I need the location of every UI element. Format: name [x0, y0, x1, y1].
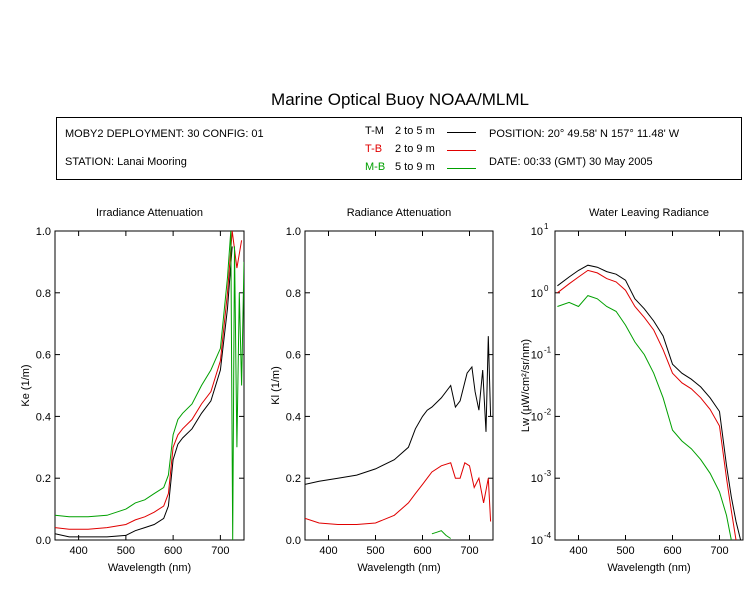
- y-tick-label: 0.6: [286, 350, 301, 362]
- chart-title: Irradiance Attenuation: [96, 207, 203, 219]
- y-axis-label: Ke (1/m): [20, 364, 32, 406]
- y-tick-label: 0.4: [286, 411, 301, 423]
- y-tick-label: 10: [531, 535, 543, 547]
- legend-range: 5 to 9 m: [395, 161, 435, 173]
- x-axis-label: Wavelength (nm): [607, 562, 690, 574]
- x-tick-label: 400: [569, 545, 587, 557]
- chart-panel: Radiance Attenuation 400 500 600 700 0.0 0.2 0.…: [270, 207, 494, 574]
- station-text: STATION: Lanai Mooring: [65, 156, 187, 168]
- series-line-t-b: [55, 231, 243, 530]
- legend-item-tm: T-M 2 to 5 m: [365, 125, 476, 137]
- chart-title: Water Leaving Radiance: [589, 207, 709, 219]
- legend-label: M-B: [365, 161, 386, 173]
- legend-swatch: [447, 150, 476, 151]
- series-line-t-b: [305, 462, 492, 525]
- legend-swatch: [447, 132, 476, 133]
- series-line-m-b: [431, 530, 451, 539]
- legend-item-mb: M-B 5 to 9 m: [365, 161, 476, 173]
- y-tick-exponent: 0: [544, 284, 549, 293]
- x-tick-label: 700: [460, 545, 478, 557]
- y-tick-label: 10: [531, 226, 543, 238]
- y-axis-label: Lw (µW/cm²/sr/nm): [520, 339, 532, 432]
- x-axis-label: Wavelength (nm): [108, 562, 191, 574]
- y-tick-exponent: -3: [544, 469, 552, 478]
- chart-title: Radiance Attenuation: [347, 207, 452, 219]
- legend-label: T-B: [365, 143, 383, 155]
- y-tick-label: 0.2: [286, 473, 301, 485]
- y-tick-label: 10: [531, 473, 543, 485]
- info-box: MOBY2 DEPLOYMENT: 30 CONFIG: 01 STATION:…: [56, 117, 742, 180]
- series-line-m-b: [55, 231, 244, 540]
- deployment-text: MOBY2 DEPLOYMENT: 30 CONFIG: 01: [65, 128, 264, 140]
- y-tick-label: 1.0: [36, 226, 51, 238]
- series-line-t-m: [557, 264, 742, 540]
- x-tick-label: 600: [164, 545, 182, 557]
- x-tick-label: 400: [69, 545, 87, 557]
- date-text: DATE: 00:33 (GMT) 30 May 2005: [489, 156, 653, 168]
- legend-swatch: [447, 168, 476, 169]
- x-tick-label: 500: [117, 545, 135, 557]
- legend-label: T-M: [365, 125, 384, 137]
- y-tick-label: 0.4: [36, 411, 51, 423]
- y-axis-label: Kl (1/m): [270, 366, 282, 405]
- page-title: Marine Optical Buoy NOAA/MLML: [271, 90, 529, 109]
- y-tick-label: 0.0: [286, 535, 301, 547]
- plot-frame: [554, 230, 744, 541]
- y-tick-label: 0.8: [286, 288, 301, 300]
- y-tick-label: 0.0: [36, 535, 51, 547]
- legend-range: 2 to 5 m: [395, 125, 435, 137]
- chart-panel: Irradiance Attenuation 400 500 600 700 0.0 0.2…: [20, 207, 245, 574]
- series-line-t-m: [305, 336, 492, 485]
- x-tick-label: 400: [319, 545, 337, 557]
- y-tick-exponent: -4: [544, 531, 552, 540]
- y-tick-exponent: 1: [544, 222, 549, 231]
- plot-frame: [304, 230, 494, 541]
- x-tick-label: 500: [366, 545, 384, 557]
- legend-range: 2 to 9 m: [395, 143, 435, 155]
- x-tick-label: 600: [413, 545, 431, 557]
- position-text: POSITION: 20° 49.58' N 157° 11.48' W: [489, 128, 680, 140]
- y-tick-exponent: -2: [544, 407, 552, 416]
- y-tick-label: 0.6: [36, 350, 51, 362]
- y-tick-label: 0.2: [36, 473, 51, 485]
- y-tick-label: 0.8: [36, 288, 51, 300]
- x-tick-label: 700: [710, 545, 728, 557]
- x-axis-label: Wavelength (nm): [357, 562, 440, 574]
- y-tick-label: 10: [531, 288, 543, 300]
- y-tick-label: 10: [531, 411, 543, 423]
- y-tick-exponent: -1: [544, 346, 552, 355]
- y-tick-label: 1.0: [286, 226, 301, 238]
- series-line-t-b: [557, 269, 737, 540]
- plot-frame: [54, 230, 245, 541]
- x-tick-label: 600: [663, 545, 681, 557]
- legend-item-tb: T-B 2 to 9 m: [365, 143, 476, 155]
- x-tick-label: 700: [211, 545, 229, 557]
- y-tick-label: 10: [531, 350, 543, 362]
- series-line-t-m: [55, 246, 233, 538]
- series-line-m-b: [557, 295, 732, 540]
- x-tick-label: 500: [616, 545, 634, 557]
